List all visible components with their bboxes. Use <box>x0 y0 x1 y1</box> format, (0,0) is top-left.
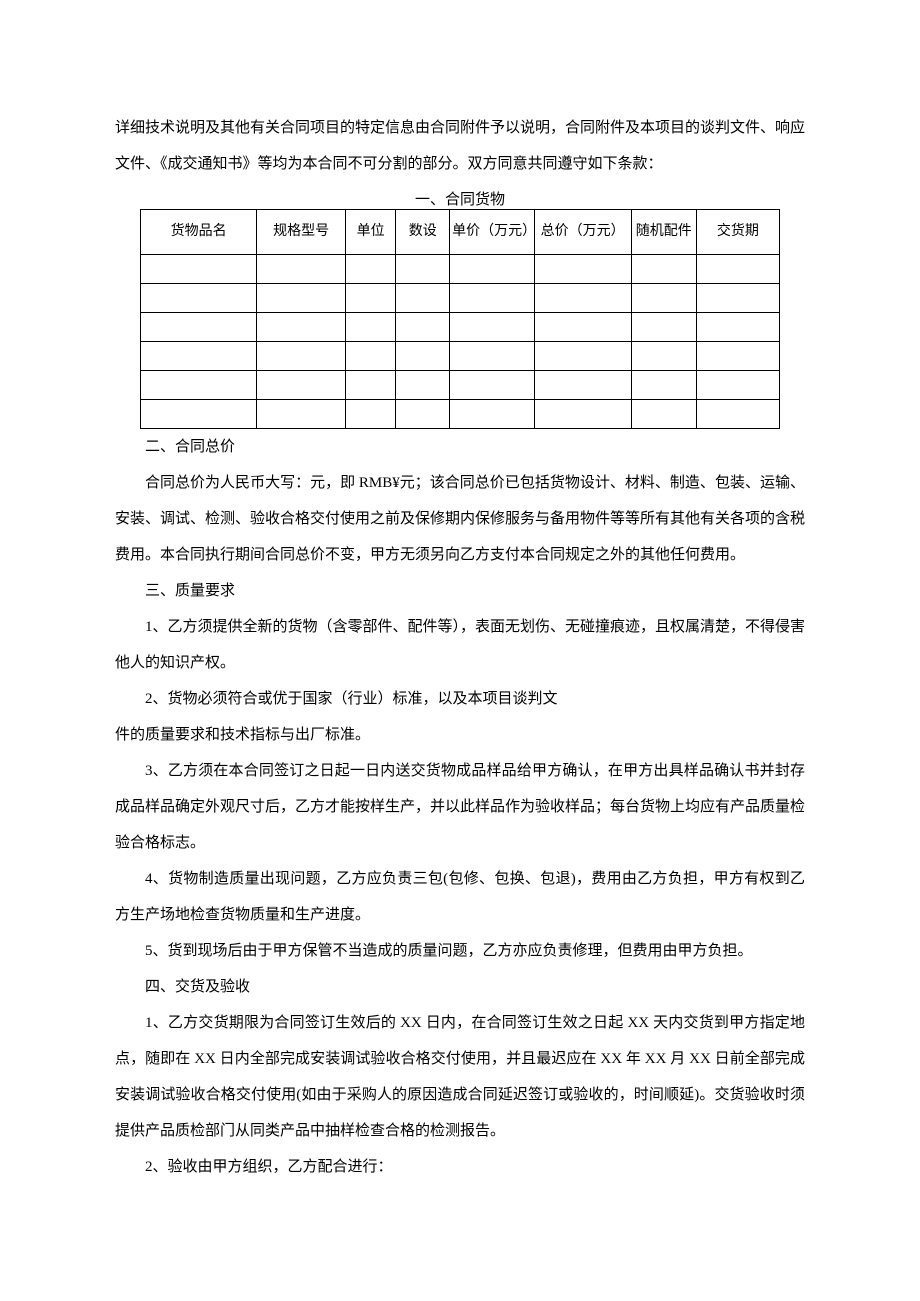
th-unit: 单位 <box>346 210 396 255</box>
cell <box>696 284 779 313</box>
th-unit-price: 单价（万元） <box>450 210 534 255</box>
table-row <box>141 255 780 284</box>
cell <box>450 342 534 371</box>
cell <box>696 342 779 371</box>
cell <box>257 255 346 284</box>
cell <box>141 342 257 371</box>
cell <box>346 342 396 371</box>
section-3-p2b: 件的质量要求和技术指标与出厂标准。 <box>115 717 805 753</box>
table-header-row: 货物品名 规格型号 单位 数设 单价（万元） 总价（万元） 随机配件 交货期 <box>141 210 780 255</box>
cell <box>346 313 396 342</box>
cell <box>346 255 396 284</box>
cell <box>396 342 450 371</box>
th-spec: 规格型号 <box>257 210 346 255</box>
cell <box>534 313 631 342</box>
section-4-title: 四、交货及验收 <box>115 969 805 1005</box>
cell <box>141 284 257 313</box>
cell <box>534 255 631 284</box>
cell <box>534 400 631 429</box>
table-row <box>141 342 780 371</box>
section-3-p4: 4、货物制造质量出现问题，乙方应负责三包(包修、包换、包退)，费用由乙方负担，甲… <box>115 861 805 933</box>
table-row <box>141 400 780 429</box>
cell <box>631 400 696 429</box>
section-3-title: 三、质量要求 <box>115 573 805 609</box>
cell <box>141 255 257 284</box>
cell <box>257 371 346 400</box>
cell <box>631 313 696 342</box>
cell <box>257 313 346 342</box>
section-2-p1: 合同总价为人民币大写：元，即 RMB¥元；该合同总价已包括货物设计、材料、制造、… <box>115 465 805 573</box>
cell <box>257 342 346 371</box>
section-3-p5: 5、货到现场后由于甲方保管不当造成的质量问题，乙方亦应负责修理，但费用由甲方负担… <box>115 933 805 969</box>
cell <box>396 284 450 313</box>
cell <box>631 371 696 400</box>
section-3-p2a: 2、货物必须符合或优于国家（行业）标准，以及本项目谈判文 <box>115 681 805 717</box>
cell <box>696 400 779 429</box>
th-qty: 数设 <box>396 210 450 255</box>
goods-table: 货物品名 规格型号 单位 数设 单价（万元） 总价（万元） 随机配件 交货期 <box>140 209 780 429</box>
cell <box>396 371 450 400</box>
intro-paragraph: 详细技术说明及其他有关合同项目的特定信息由合同附件予以说明，合同附件及本项目的谈… <box>115 110 805 182</box>
cell <box>696 255 779 284</box>
cell <box>346 284 396 313</box>
cell <box>396 313 450 342</box>
cell <box>631 342 696 371</box>
th-name: 货物品名 <box>141 210 257 255</box>
cell <box>396 255 450 284</box>
cell <box>141 371 257 400</box>
cell <box>450 284 534 313</box>
cell <box>534 284 631 313</box>
cell <box>696 371 779 400</box>
cell <box>450 371 534 400</box>
cell <box>450 313 534 342</box>
section-4-p2: 2、验收由甲方组织，乙方配合进行： <box>115 1149 805 1185</box>
th-accessory: 随机配件 <box>631 210 696 255</box>
th-delivery: 交货期 <box>696 210 779 255</box>
cell <box>257 284 346 313</box>
table-row <box>141 371 780 400</box>
th-total-price: 总价（万元） <box>534 210 631 255</box>
section-2-title: 二、合同总价 <box>115 429 805 465</box>
table-title: 一、合同货物 <box>115 188 805 209</box>
cell <box>534 342 631 371</box>
table-row <box>141 284 780 313</box>
cell <box>141 313 257 342</box>
cell <box>346 371 396 400</box>
cell <box>631 255 696 284</box>
table-row <box>141 313 780 342</box>
cell <box>346 400 396 429</box>
section-3-p3: 3、乙方须在本合同签订之日起一日内送交货物成品样品给甲方确认，在甲方出具样品确认… <box>115 753 805 861</box>
cell <box>631 284 696 313</box>
section-3-p1: 1、乙方须提供全新的货物（含零部件、配件等），表面无划伤、无碰撞痕迹，且权属清楚… <box>115 609 805 681</box>
table-body <box>141 255 780 429</box>
section-4-p1: 1、乙方交货期限为合同签订生效后的 XX 日内，在合同签订生效之日起 XX 天内… <box>115 1005 805 1149</box>
cell <box>696 313 779 342</box>
cell <box>396 400 450 429</box>
cell <box>141 400 257 429</box>
cell <box>257 400 346 429</box>
document-page: 详细技术说明及其他有关合同项目的特定信息由合同附件予以说明，合同附件及本项目的谈… <box>0 0 920 1245</box>
cell <box>534 371 631 400</box>
cell <box>450 255 534 284</box>
cell <box>450 400 534 429</box>
